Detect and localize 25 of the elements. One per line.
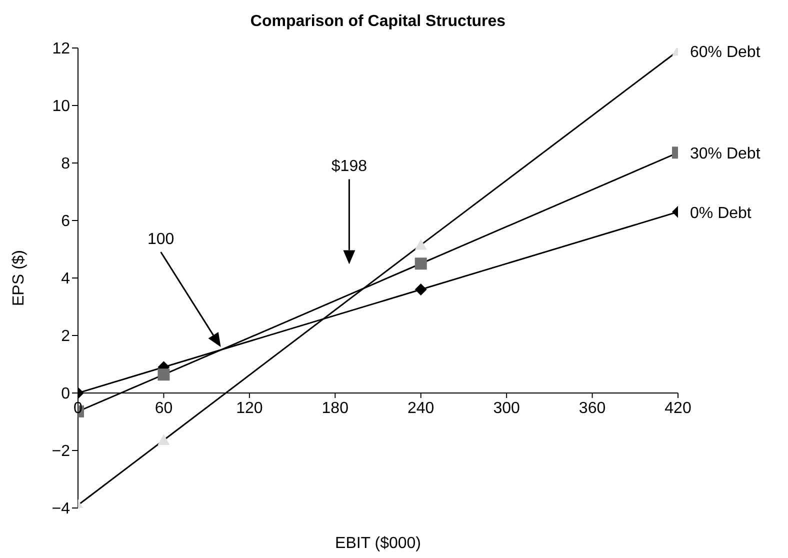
annotation: $198 — [331, 158, 368, 176]
y-tick-label: −4 — [52, 500, 70, 518]
x-tick-label: 360 — [578, 400, 606, 417]
annotation: 100 — [147, 231, 174, 248]
x-axis-title: EBIT ($000) — [335, 535, 421, 552]
series-label: 60% Debt — [690, 44, 761, 61]
y-tick-label: 2 — [61, 328, 70, 346]
x-tick-label: 420 — [664, 400, 692, 417]
y-tick-label: 0 — [61, 386, 70, 403]
x-tick-label: 120 — [236, 400, 263, 417]
y-tick-label: 4 — [61, 270, 70, 288]
x-tick-label: 180 — [322, 400, 349, 417]
y-tick-label: −2 — [52, 443, 70, 460]
y-tick-label: 10 — [52, 98, 70, 116]
x-tick-label: 240 — [408, 400, 434, 417]
x-tick-label: 300 — [493, 400, 520, 417]
y-tick-label: 6 — [61, 213, 70, 230]
y-axis-title: EPS ($) — [10, 250, 28, 306]
x-tick-label: 60 — [154, 400, 173, 417]
x-tick-label: 0 — [74, 400, 83, 417]
series-label: 30% Debt — [690, 146, 761, 163]
chart-title: Comparison of Capital Structures — [250, 13, 506, 30]
y-tick-label: 8 — [61, 156, 70, 173]
series-label: 0% Debt — [690, 204, 752, 222]
y-tick-label: 12 — [52, 40, 70, 58]
